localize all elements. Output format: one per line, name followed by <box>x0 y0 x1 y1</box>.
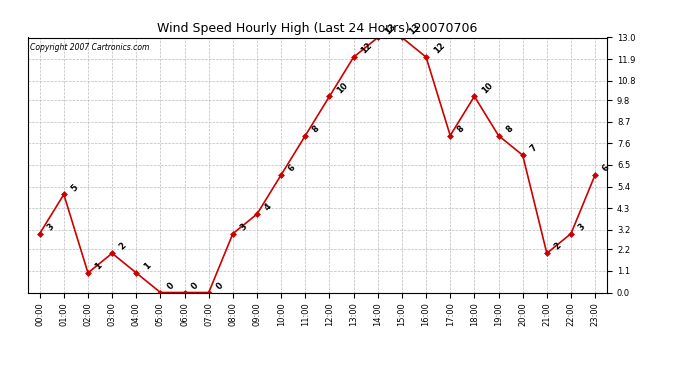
Text: 0: 0 <box>215 280 225 291</box>
Text: 0: 0 <box>166 280 177 291</box>
Text: 2: 2 <box>553 242 563 252</box>
Text: 3: 3 <box>239 222 249 232</box>
Text: 1: 1 <box>94 261 104 272</box>
Text: 1: 1 <box>142 261 152 272</box>
Text: 3: 3 <box>46 222 56 232</box>
Title: Wind Speed Hourly High (Last 24 Hours) 20070706: Wind Speed Hourly High (Last 24 Hours) 2… <box>157 22 477 35</box>
Text: 7: 7 <box>529 143 539 154</box>
Text: 6: 6 <box>601 163 611 173</box>
Text: 0: 0 <box>190 280 201 291</box>
Text: 13: 13 <box>384 21 398 36</box>
Text: Copyright 2007 Cartronics.com: Copyright 2007 Cartronics.com <box>30 43 150 52</box>
Text: 12: 12 <box>432 41 446 56</box>
Text: 10: 10 <box>335 80 350 95</box>
Text: 4: 4 <box>263 202 273 213</box>
Text: 5: 5 <box>70 183 80 193</box>
Text: 2: 2 <box>118 242 128 252</box>
Text: 12: 12 <box>359 41 374 56</box>
Text: 8: 8 <box>456 124 466 134</box>
Text: 3: 3 <box>577 222 587 232</box>
Text: 6: 6 <box>287 163 297 173</box>
Text: 8: 8 <box>311 124 322 134</box>
Text: 10: 10 <box>480 80 495 95</box>
Text: 13: 13 <box>408 21 422 36</box>
Text: 8: 8 <box>504 124 515 134</box>
